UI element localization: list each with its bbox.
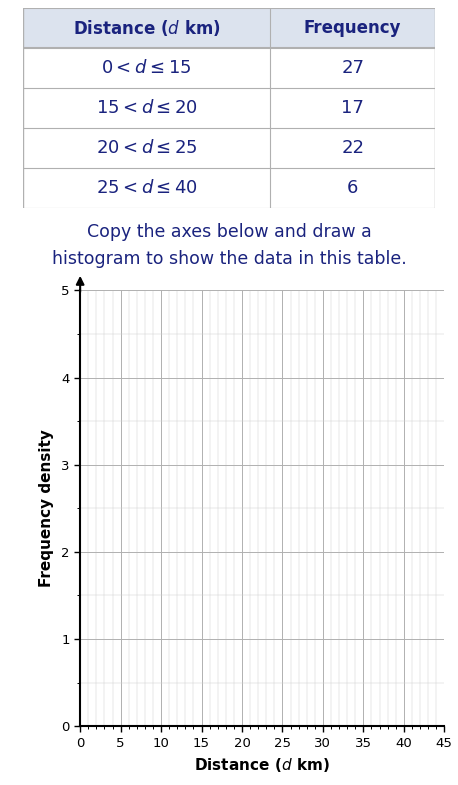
Text: 22: 22	[341, 139, 364, 157]
Bar	[23, 8, 270, 48]
Text: 27: 27	[341, 59, 364, 77]
Text: $20 < d \leq 25$: $20 < d \leq 25$	[96, 139, 197, 157]
Text: 17: 17	[341, 99, 364, 117]
Text: Copy the axes below and draw a
histogram to show the data in this table.: Copy the axes below and draw a histogram…	[52, 223, 406, 268]
Text: Distance ($d$ km): Distance ($d$ km)	[73, 18, 220, 38]
Text: Frequency: Frequency	[304, 19, 401, 37]
Text: $15 < d \leq 20$: $15 < d \leq 20$	[96, 99, 197, 117]
X-axis label: Distance ($d$ km): Distance ($d$ km)	[194, 757, 330, 775]
Y-axis label: Frequency density: Frequency density	[39, 429, 55, 587]
Text: $25 < d \leq 40$: $25 < d \leq 40$	[96, 179, 197, 197]
Bar	[270, 8, 435, 48]
Text: $0 < d \leq 15$: $0 < d \leq 15$	[101, 59, 192, 77]
Text: 6: 6	[347, 179, 358, 197]
